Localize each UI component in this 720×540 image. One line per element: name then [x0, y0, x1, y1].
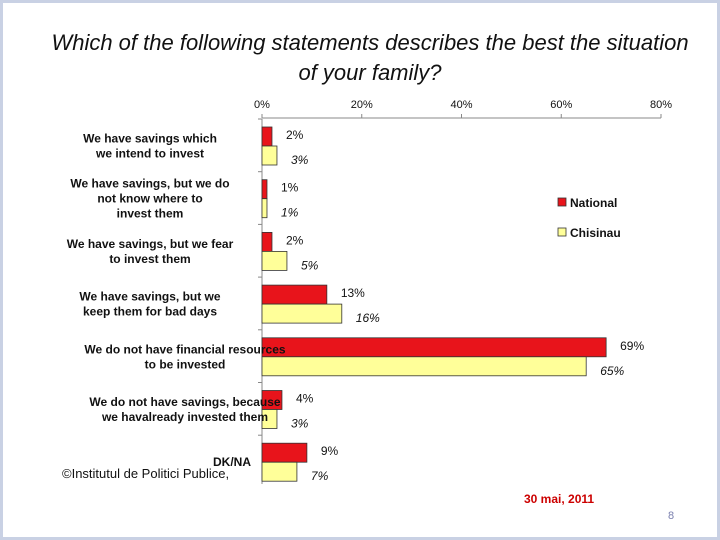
data-label-chisinau: 1%	[281, 206, 299, 220]
bar-chisinau	[261, 198, 268, 219]
legend-swatch-national	[557, 197, 567, 207]
category-label: We have savings, but we keep them for bad…	[79, 290, 220, 319]
data-label-chisinau: 16%	[356, 311, 380, 325]
data-label-national: 4%	[296, 392, 314, 406]
footer-date: 30 mai, 2011	[524, 492, 595, 506]
data-label-national: 69%	[620, 339, 644, 353]
bar-national	[261, 337, 607, 358]
bar-chisinau	[261, 145, 278, 166]
bar-chisinau	[261, 303, 343, 324]
category-label: We do not have savings, because we havalr…	[89, 395, 281, 424]
data-label-chisinau: 65%	[600, 364, 624, 378]
chart-title: Which of the following statements descri…	[51, 30, 689, 85]
data-label-national: 2%	[286, 233, 304, 247]
bar-national	[261, 126, 273, 147]
bar-national	[261, 442, 308, 463]
x-tick-label: 0%	[254, 99, 270, 111]
bar-national	[261, 179, 268, 200]
data-label-national: 9%	[321, 444, 339, 458]
legend-swatch-chisinau	[557, 227, 567, 237]
x-tick-label: 40%	[450, 99, 472, 111]
data-label-national: 2%	[286, 128, 304, 142]
category-label: DK/NA	[213, 455, 251, 469]
x-tick-label: 60%	[550, 99, 572, 111]
data-label-national: 1%	[281, 181, 299, 195]
bar-chisinau	[261, 250, 288, 271]
data-label-national: 13%	[341, 286, 365, 300]
data-label-chisinau: 7%	[311, 469, 329, 483]
x-tick-label: 20%	[351, 99, 373, 111]
category-label: We have savings, but we do not know where…	[70, 177, 229, 221]
data-label-chisinau: 3%	[291, 153, 309, 167]
legend-label-chisinau: Chisinau	[570, 226, 621, 240]
page-number: 8	[668, 510, 675, 522]
bar-chisinau	[261, 409, 278, 429]
category-label: We have savings which we intend to invest	[83, 132, 217, 161]
footer-credit: ©Institutul de Politici Publice,	[62, 466, 230, 481]
category-label: We have savings, but we fear to invest th…	[67, 237, 234, 266]
data-label-chisinau: 5%	[301, 258, 319, 272]
bar-national	[261, 284, 328, 305]
bar-chisinau	[261, 356, 587, 377]
legend-label-national: National	[570, 196, 617, 210]
bar-chisinau	[261, 461, 298, 482]
x-tick-label: 80%	[650, 99, 672, 111]
data-label-chisinau: 3%	[291, 417, 309, 431]
bar-national	[261, 231, 273, 252]
category-label: We do not have financial resources to be …	[84, 342, 285, 371]
